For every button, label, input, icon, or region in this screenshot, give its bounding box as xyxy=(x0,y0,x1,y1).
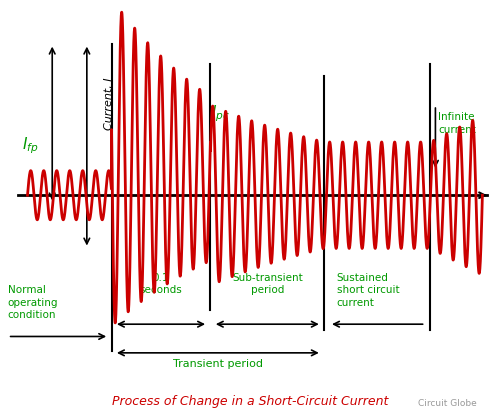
Text: Circuit Globe: Circuit Globe xyxy=(418,399,477,408)
Text: Process of Change in a Short-Circuit Current: Process of Change in a Short-Circuit Cur… xyxy=(112,395,388,408)
Text: Infinite
current: Infinite current xyxy=(438,112,476,135)
Text: Current, I: Current, I xyxy=(104,77,114,130)
Text: $\mathit{I_{pc}}$: $\mathit{I_{pc}}$ xyxy=(211,103,230,124)
Text: $\mathit{I_{fp}}$: $\mathit{I_{fp}}$ xyxy=(22,136,38,156)
Text: 0.1
seconds: 0.1 seconds xyxy=(140,273,182,295)
Text: Sustained
short circuit
current: Sustained short circuit current xyxy=(336,273,399,308)
Text: Sub-transient
period: Sub-transient period xyxy=(232,273,302,295)
Text: Normal
operating
condition: Normal operating condition xyxy=(8,285,58,320)
Text: Transient period: Transient period xyxy=(173,359,263,369)
